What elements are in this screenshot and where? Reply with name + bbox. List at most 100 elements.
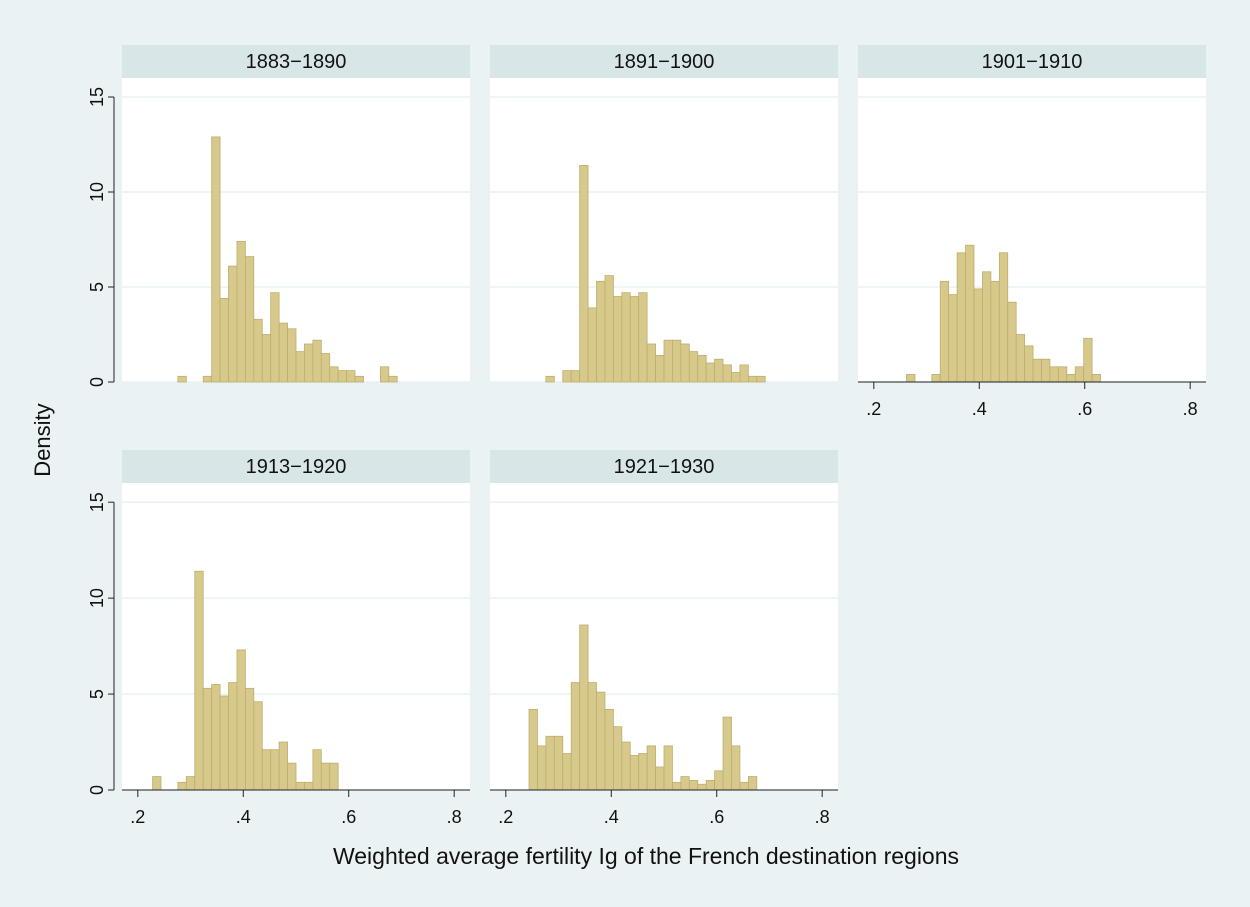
- bar: [604, 275, 614, 383]
- bar: [587, 682, 597, 791]
- bar: [270, 292, 280, 383]
- bar: [562, 753, 572, 791]
- bar: [236, 649, 246, 791]
- bar: [612, 296, 623, 383]
- panel-header: [122, 45, 470, 78]
- x-tick-label: .2: [866, 399, 881, 419]
- bar: [545, 375, 555, 383]
- bar: [253, 701, 263, 791]
- bar: [329, 366, 339, 383]
- bar: [680, 343, 690, 383]
- bar: [177, 781, 187, 791]
- bar: [295, 351, 305, 383]
- bar: [756, 375, 766, 383]
- bar: [906, 373, 916, 383]
- bar: [1032, 358, 1042, 383]
- bar: [705, 362, 716, 383]
- bar: [638, 292, 648, 383]
- bar: [998, 252, 1009, 383]
- bar: [621, 292, 631, 383]
- x-tick-label: .6: [1077, 399, 1092, 419]
- bar: [655, 766, 665, 791]
- bar: [1057, 366, 1068, 383]
- bar: [304, 781, 314, 791]
- bar: [337, 370, 348, 383]
- bar: [329, 762, 339, 791]
- bar: [570, 370, 581, 383]
- x-tick-label: .8: [1183, 399, 1198, 419]
- bar: [1083, 337, 1093, 383]
- y-tick-label: 0: [87, 785, 107, 795]
- bar: [253, 318, 263, 383]
- bar: [278, 322, 288, 383]
- y-tick-label: 0: [87, 377, 107, 387]
- x-tick-label: .6: [341, 807, 356, 827]
- bar: [287, 328, 297, 383]
- plot-area: [122, 483, 470, 790]
- plot-area: [490, 78, 838, 382]
- x-tick-label: .4: [236, 807, 251, 827]
- bar: [202, 687, 213, 791]
- bar: [990, 280, 1000, 383]
- bar: [587, 307, 597, 383]
- bar: [270, 749, 280, 791]
- bar: [739, 781, 749, 791]
- bar: [228, 265, 238, 383]
- bar: [596, 691, 606, 791]
- bar: [722, 364, 732, 383]
- bar: [287, 762, 297, 791]
- bar: [194, 570, 204, 791]
- panel-title: 1901−1910: [982, 51, 1083, 73]
- bar: [579, 164, 589, 383]
- panel-title: 1921−1930: [614, 456, 715, 478]
- bar: [638, 753, 648, 791]
- bar: [688, 780, 699, 791]
- bar: [1015, 334, 1026, 383]
- bar: [663, 745, 673, 791]
- y-tick-label: 15: [87, 492, 107, 512]
- panel-header: [858, 45, 1206, 78]
- y-tick-label: 5: [87, 282, 107, 292]
- y-tick-label: 10: [87, 182, 107, 202]
- panel-title: 1913−1920: [246, 456, 347, 478]
- bar: [604, 709, 614, 791]
- bar: [731, 372, 741, 383]
- bar: [629, 296, 640, 383]
- bar: [219, 297, 229, 383]
- bar: [320, 762, 331, 791]
- plot-area: [858, 78, 1206, 382]
- bar: [680, 776, 690, 791]
- bar: [731, 745, 741, 791]
- bar: [211, 684, 221, 791]
- bar: [672, 339, 682, 383]
- x-tick-label: .2: [498, 807, 513, 827]
- bar: [646, 745, 656, 791]
- bar: [596, 280, 606, 383]
- bar: [354, 375, 364, 383]
- bar: [312, 339, 322, 383]
- bar: [219, 695, 229, 791]
- panel-header: [122, 450, 470, 483]
- bar: [714, 770, 724, 791]
- y-axis-title: Density: [30, 403, 55, 476]
- bar: [739, 364, 749, 383]
- bar: [714, 358, 724, 383]
- y-tick-label: 5: [87, 689, 107, 699]
- bar: [697, 354, 707, 383]
- bar: [672, 781, 682, 791]
- bar: [244, 687, 255, 791]
- bar: [312, 749, 322, 791]
- bar: [261, 749, 272, 791]
- plot-area: [490, 483, 838, 790]
- bar: [722, 716, 732, 791]
- bar: [388, 375, 398, 383]
- x-tick-label: .2: [130, 807, 145, 827]
- bar: [965, 244, 975, 383]
- bar: [553, 735, 564, 791]
- panel-title: 1891−1900: [614, 51, 715, 73]
- x-tick-label: .4: [972, 399, 987, 419]
- bar: [956, 252, 966, 383]
- bar: [663, 339, 673, 383]
- bar: [948, 294, 958, 383]
- bar: [261, 334, 272, 383]
